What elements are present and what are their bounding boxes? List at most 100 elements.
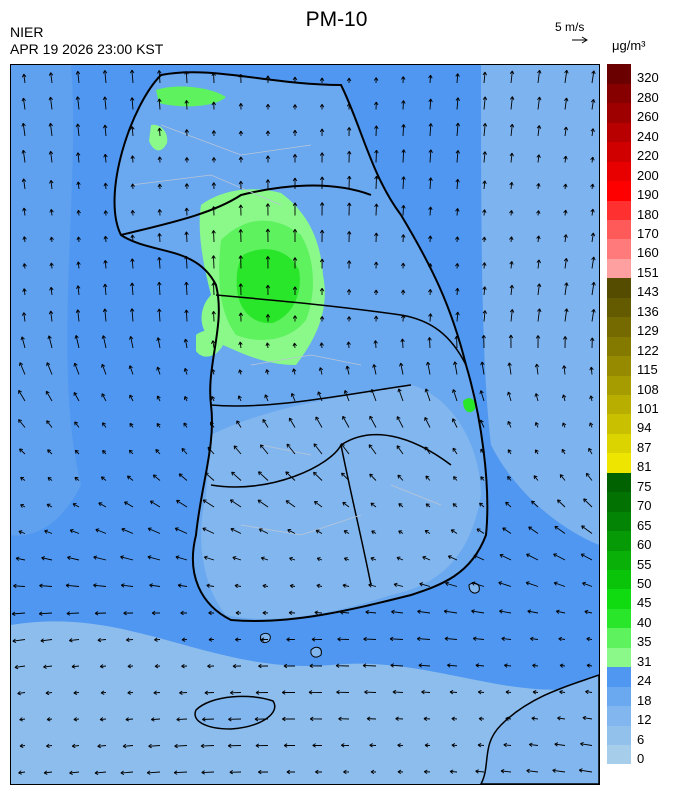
wind-arrow-icon: [445, 581, 458, 587]
color-scale-legend: [607, 64, 631, 765]
wind-arrow-icon: [100, 690, 107, 695]
wind-arrow-icon: [202, 717, 215, 722]
wind-arrow-icon: [537, 69, 542, 84]
agency-label: NIER: [10, 24, 44, 40]
wind-arrow-icon: [130, 155, 135, 163]
wind-arrow-icon: [43, 770, 53, 775]
wind-arrow-icon: [455, 178, 460, 190]
legend-swatch-94: [607, 414, 631, 434]
wind-arrow-icon: [455, 150, 460, 163]
wind-arrow-icon: [130, 126, 135, 137]
wind-arrow-icon: [563, 258, 569, 269]
wind-arrow-icon: [444, 636, 458, 641]
wind-arrow-icon: [428, 98, 433, 110]
wind-arrow-icon: [370, 769, 377, 775]
wind-arrow-icon: [47, 477, 53, 481]
wind-arrow-icon: [534, 449, 539, 455]
wind-arrow-icon: [286, 443, 296, 455]
pm-zone-north-1: [156, 86, 226, 107]
wind-arrow-icon: [103, 283, 108, 296]
legend-swatch-160: [607, 239, 631, 259]
wind-arrow-icon: [452, 447, 458, 455]
wind-arrow-icon: [73, 690, 80, 695]
wind-arrow-icon: [370, 388, 377, 402]
wind-arrow-icon: [238, 229, 243, 243]
wind-arrow-icon: [534, 363, 540, 375]
wind-arrow-icon: [343, 769, 350, 775]
wind-arrow-icon: [447, 555, 458, 561]
wind-arrow-icon: [93, 555, 107, 561]
wind-arrow-icon: [48, 122, 53, 137]
wind-arrow-icon: [341, 472, 350, 481]
wind-arrow-icon: [476, 528, 485, 534]
wind-arrow-icon: [262, 610, 269, 616]
legend-tick-label: 40: [637, 614, 652, 630]
wind-arrow-icon: [559, 663, 566, 668]
wind-arrow-icon: [265, 369, 270, 375]
wind-arrow-icon: [125, 637, 134, 643]
wind-arrow-icon: [288, 610, 296, 615]
legend-tick-label: 60: [637, 537, 652, 553]
legend-tick-label: 6: [637, 731, 645, 747]
wind-arrow-icon: [585, 689, 593, 695]
wind-arrow-icon: [149, 500, 161, 508]
legend-swatch-60: [607, 530, 631, 551]
wind-arrow-icon: [343, 390, 350, 402]
wind-arrow-icon: [103, 124, 108, 137]
legend-swatch-190: [607, 180, 631, 201]
wind-arrow-icon: [290, 392, 296, 402]
wind-arrow-icon: [184, 207, 189, 216]
wind-arrow-icon: [347, 231, 352, 243]
wind-arrow-icon: [174, 527, 188, 534]
island-south-2: [260, 632, 271, 644]
wind-arrow-icon: [46, 362, 53, 375]
wind-arrow-icon: [482, 310, 487, 322]
wind-arrow-icon: [583, 498, 593, 508]
wind-arrow-icon: [184, 157, 190, 163]
wind-arrow-icon: [21, 122, 26, 137]
wind-arrow-icon: [526, 768, 539, 774]
wind-arrow-icon: [591, 308, 596, 322]
wind-arrow-icon: [157, 70, 162, 84]
legend-tick-label: 170: [637, 226, 659, 241]
wind-arrow-icon: [507, 475, 512, 481]
south-korea-low-zone: [201, 385, 481, 619]
wind-arrow-icon: [588, 447, 593, 455]
wind-arrow-icon: [346, 103, 352, 110]
legend-swatch-70: [607, 491, 631, 512]
wind-arrow-icon: [527, 609, 539, 614]
wind-arrow-icon: [292, 76, 298, 83]
wind-arrow-icon: [508, 334, 514, 349]
wind-arrow-icon: [154, 663, 161, 669]
wind-arrow-icon: [471, 581, 485, 587]
wind-arrow-icon: [416, 636, 431, 641]
wind-arrow-icon: [482, 236, 487, 243]
wind-arrow-icon: [19, 717, 26, 722]
wind-arrow-icon: [178, 473, 188, 481]
wind-arrow-icon: [254, 716, 269, 722]
wind-arrow-icon: [477, 690, 485, 695]
wind-arrow-icon: [455, 263, 460, 269]
wind-arrow-icon: [507, 391, 512, 402]
wind-arrow-icon: [401, 314, 406, 322]
wind-arrow-icon: [536, 154, 541, 163]
wind-arrow-icon: [373, 261, 379, 269]
wind-arrow-icon: [421, 689, 431, 695]
wind-arrow-icon: [180, 610, 188, 616]
wind-arrow-icon: [157, 127, 162, 137]
wind-arrow-icon: [482, 151, 487, 163]
wind-arrow-icon: [103, 153, 108, 163]
wind-arrow-icon: [554, 742, 566, 747]
wind-arrow-icon: [120, 555, 134, 561]
wind-arrow-icon: [130, 258, 135, 269]
legend-tick-label: 200: [637, 167, 659, 183]
wind-arrow-icon: [428, 313, 433, 322]
wind-arrow-icon: [283, 743, 295, 748]
wind-arrow-icon: [237, 395, 242, 402]
wind-arrow-icon: [366, 716, 377, 721]
wind-arrow-icon: [123, 610, 134, 616]
wind-arrow-icon: [365, 610, 377, 615]
wind-arrow-icon: [232, 556, 242, 561]
legend-swatch-108: [607, 375, 631, 396]
legend-tick-label: 65: [637, 517, 652, 533]
